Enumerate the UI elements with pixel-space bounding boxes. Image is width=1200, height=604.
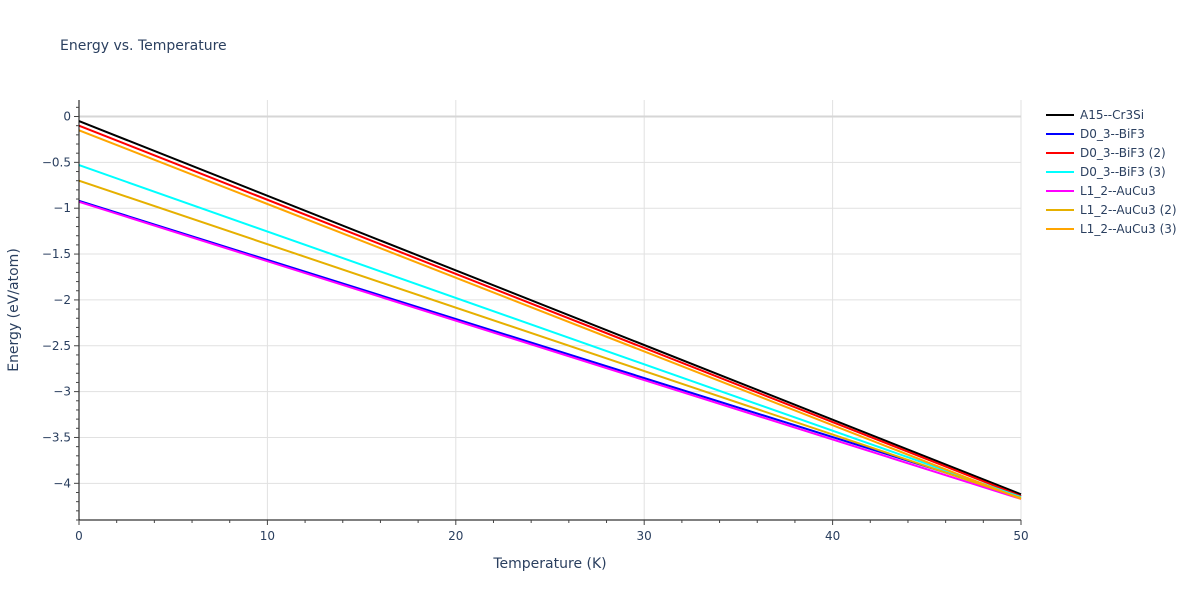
x-tick-label: 0	[75, 529, 83, 543]
legend-label: D0_3--BiF3	[1080, 127, 1145, 141]
series-line-l1-2-aucu3-2-	[78, 179, 1022, 499]
legend-label: D0_3--BiF3 (3)	[1080, 165, 1166, 179]
legend-label: D0_3--BiF3 (2)	[1080, 146, 1166, 160]
legend: A15--Cr3Si D0_3--BiF3 D0_3--BiF3 (2) D0_3--…	[1046, 108, 1177, 236]
chart-title: Energy vs. Temperature	[60, 38, 227, 54]
series-layer	[78, 120, 1022, 500]
y-tick-label: −3	[53, 385, 71, 399]
x-tick-label: 10	[260, 529, 275, 543]
x-tick-label: 50	[1013, 529, 1028, 543]
axis-layer: 0 10 20 30 40 50 0 −0.5 −1 −1.5 −2 −2.5 −3 −3.5 −4	[42, 100, 1029, 543]
x-tick-label: 20	[448, 529, 463, 543]
y-axis-title: Energy (eV/atom)	[6, 248, 22, 372]
series-line-l1-2-aucu3	[78, 200, 1022, 500]
series-line-d0-3-bif3	[78, 199, 1022, 498]
y-tick-label: −4	[53, 476, 71, 490]
y-tick-label: −1.5	[42, 247, 71, 261]
x-axis-title: Temperature (K)	[492, 556, 606, 572]
series-line-l1-2-aucu3-3-	[78, 129, 1022, 500]
y-tick-label: −2.5	[42, 339, 71, 353]
y-tick-label: −3.5	[42, 430, 71, 444]
series-line-d0-3-bif3-2-	[78, 124, 1022, 498]
y-tick-label: 0	[63, 110, 71, 124]
y-tick-label: −1	[53, 201, 71, 215]
series-line-a15-cr3si	[78, 120, 1022, 496]
y-tick-label: −0.5	[42, 155, 71, 169]
legend-label: L1_2--AuCu3 (3)	[1080, 222, 1177, 236]
legend-label: A15--Cr3Si	[1080, 108, 1144, 122]
series-line-d0-3-bif3-3-	[78, 164, 1022, 499]
legend-label: L1_2--AuCu3	[1080, 184, 1156, 198]
x-tick-label: 40	[825, 529, 840, 543]
legend-label: L1_2--AuCu3 (2)	[1080, 203, 1177, 217]
x-tick-label: 30	[637, 529, 652, 543]
y-tick-label: −2	[53, 293, 71, 307]
